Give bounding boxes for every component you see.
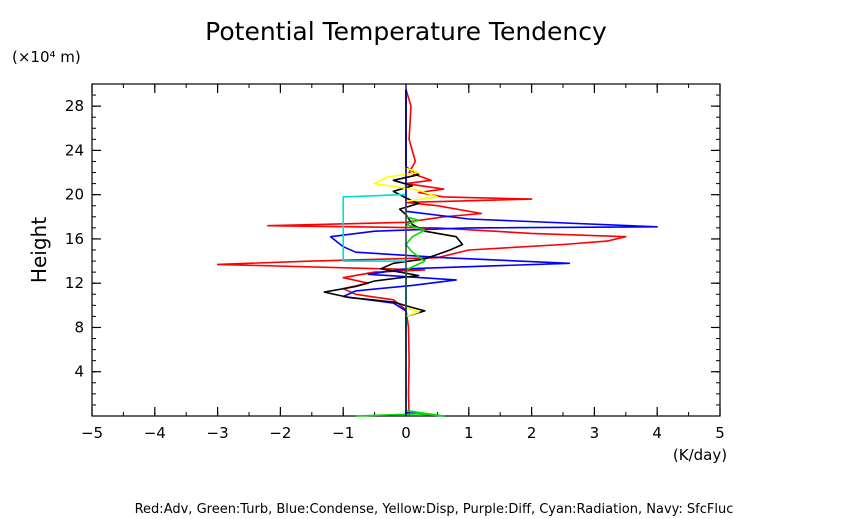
y-tick-label: 20	[65, 186, 84, 204]
x-tick-label: −3	[207, 424, 229, 442]
legend-note: Red:Adv, Green:Turb, Blue:Condense, Yell…	[135, 502, 734, 517]
series-line-2	[323, 89, 464, 416]
series-line-1	[329, 89, 659, 417]
y-axis-label: Height	[27, 217, 51, 283]
y-tick-label: 24	[65, 141, 84, 159]
x-tick-label: 4	[652, 424, 662, 442]
x-tick-label: −4	[144, 424, 166, 442]
series-line-4	[355, 216, 445, 417]
x-tick-label: −2	[269, 424, 291, 442]
chart-title: Potential Temperature Tendency	[205, 17, 607, 46]
y-tick-label: 16	[65, 230, 84, 248]
y-unit-label: (×10⁴ m)	[12, 48, 81, 66]
x-tick-label: −1	[332, 424, 354, 442]
series-line-3	[373, 167, 439, 318]
y-tick-label: 4	[74, 363, 84, 381]
series-line-5	[342, 193, 406, 262]
x-tick-label: 3	[590, 424, 600, 442]
y-tick-label: 12	[65, 274, 84, 292]
x-tick-label: 0	[401, 424, 411, 442]
x-tick-label: 5	[715, 424, 725, 442]
y-tick-label: 28	[65, 97, 84, 115]
x-tick-label: 2	[527, 424, 537, 442]
series-line-0	[216, 89, 627, 417]
x-axis-unit-label: (K/day)	[673, 446, 727, 464]
x-tick-label: 1	[464, 424, 474, 442]
y-tick-label: 8	[74, 318, 84, 336]
x-tick-label: −5	[81, 424, 103, 442]
